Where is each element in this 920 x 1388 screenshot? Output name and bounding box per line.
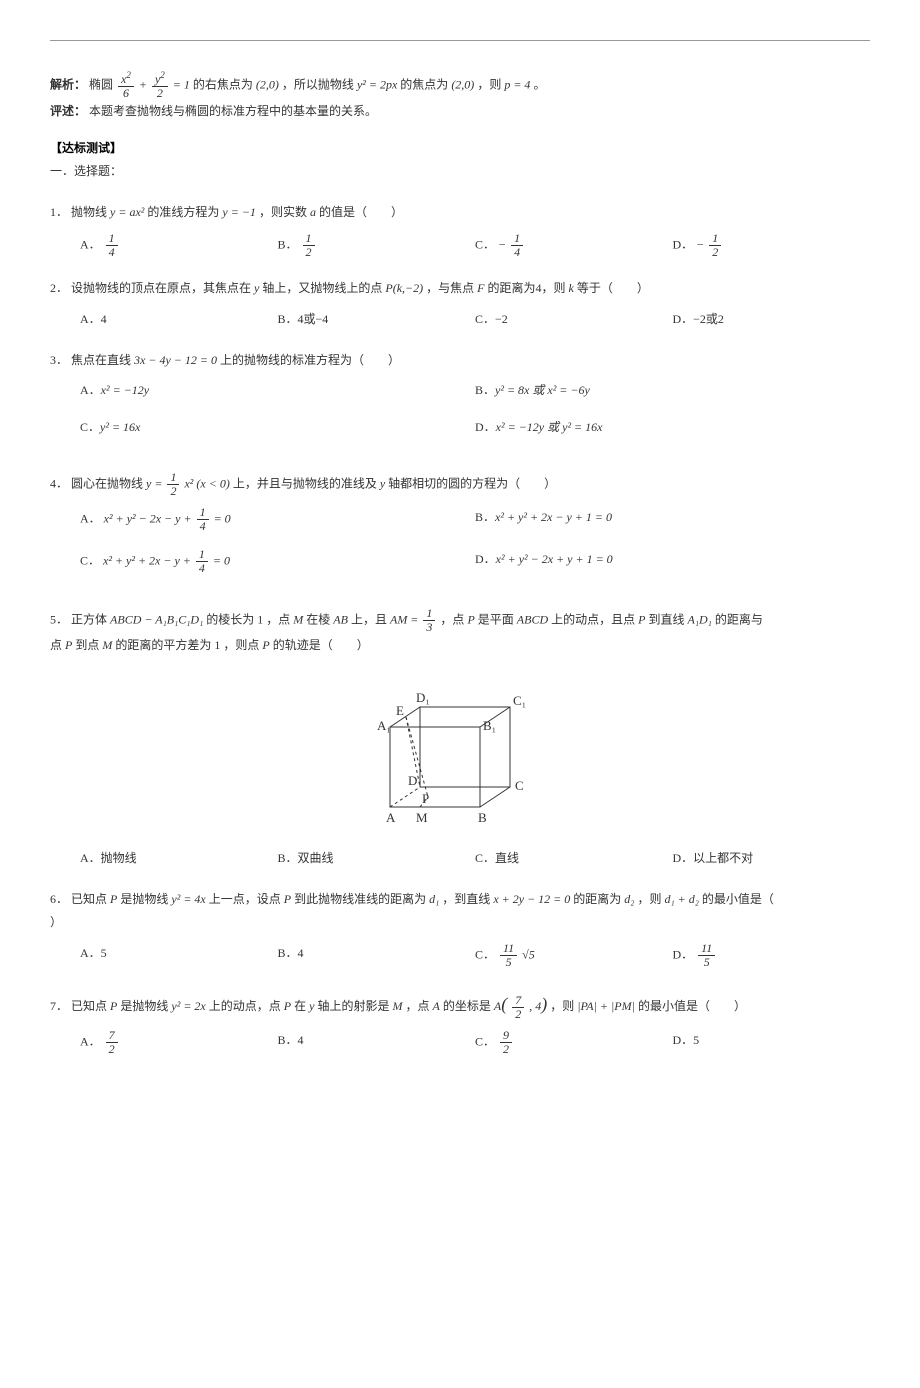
q4-num: 4． bbox=[50, 476, 68, 490]
cube-label-A1: A₁ bbox=[377, 718, 391, 733]
q7-optC: C． 92 bbox=[475, 1029, 673, 1056]
q1-num: 1． bbox=[50, 205, 68, 219]
question-6: 6． 已知点 P 是抛物线 y² = 4x 上一点，设点 P 到此抛物线准线的距… bbox=[50, 888, 870, 969]
plus-icon: + bbox=[139, 77, 147, 91]
q7-optA: A． 72 bbox=[80, 1029, 278, 1056]
question-7: 7． 已知点 P 是抛物线 y² = 2x 上的动点，点 P 在 y 轴上的射影… bbox=[50, 987, 870, 1057]
q4-optD: D．x² + y² − 2x + y + 1 = 0 bbox=[475, 548, 870, 575]
cube-label-A: A bbox=[386, 810, 396, 825]
q6-optA: A．5 bbox=[80, 942, 278, 969]
q1-var: a bbox=[310, 205, 316, 219]
q6-optD: D． 115 bbox=[673, 942, 871, 969]
comment-label: 评述： bbox=[50, 104, 86, 118]
cube-label-P: P bbox=[422, 791, 429, 806]
q2-optA: A．4 bbox=[80, 308, 278, 331]
question-5: 5． 正方体 ABCD − A₁B₁C₁D₁ 的棱长为 1 ，点 M 在棱 AB… bbox=[50, 607, 870, 870]
q5-num: 5． bbox=[50, 612, 68, 626]
page-top-rule bbox=[50, 40, 870, 41]
q6-optC: C． 115 √5 bbox=[475, 942, 673, 969]
solution-frac2: y2 2 bbox=[152, 71, 168, 100]
solution-text5: ，则 bbox=[477, 77, 504, 91]
question-2: 2． 设抛物线的顶点在原点，其焦点在 y 轴上，又抛物线上的点 P(k,−2) … bbox=[50, 277, 870, 331]
solution-text2: 的右焦点为 bbox=[193, 77, 253, 91]
test-title: 【达标测试】 bbox=[50, 137, 870, 160]
q6-num: 6． bbox=[50, 892, 68, 906]
solution-label: 解析： bbox=[50, 77, 86, 91]
q5-optA: A．抛物线 bbox=[80, 847, 278, 870]
solution-text1: 椭圆 bbox=[89, 77, 116, 91]
solution-frac1: x2 6 bbox=[118, 71, 134, 100]
q7-optD: D．5 bbox=[673, 1029, 871, 1056]
question-1: 1． 抛物线 y = ax² 的准线方程为 y = −1 ，则实数 a 的值是（… bbox=[50, 201, 870, 259]
cube-label-D: D bbox=[408, 773, 417, 788]
q1-optC: C． − 14 bbox=[475, 232, 673, 259]
cube-label-E: E bbox=[396, 703, 404, 718]
comment-text: 本题考查抛物线与椭圆的标准方程中的基本量的关系。 bbox=[89, 104, 377, 118]
q5-optB: B．双曲线 bbox=[278, 847, 476, 870]
cube-label-C1: C₁ bbox=[513, 693, 526, 708]
cube-label-M: M bbox=[416, 810, 428, 825]
q4-optA: A． x² + y² − 2x − y + 14 = 0 bbox=[80, 506, 475, 533]
q1-optB: B． 12 bbox=[278, 232, 476, 259]
eq-one: = 1 bbox=[173, 77, 190, 91]
q3-optC: C．y² = 16x bbox=[80, 416, 475, 439]
q4-optB: B．x² + y² + 2x − y + 1 = 0 bbox=[475, 506, 870, 533]
solution-pt1: (2,0) bbox=[256, 77, 279, 91]
q5-optC: C．直线 bbox=[475, 847, 673, 870]
q3-num: 3． bbox=[50, 353, 68, 367]
q3-optA: A．x² = −12y bbox=[80, 379, 475, 402]
solution-block: 解析： 椭圆 x2 6 + y2 2 = 1 的右焦点为 (2,0) ，所以抛物… bbox=[50, 71, 870, 100]
q1-eq: y = ax² bbox=[110, 205, 144, 219]
cube-diagram: A B C D A₁ B₁ C₁ D₁ E M P bbox=[360, 667, 560, 837]
q2-optC: C．−2 bbox=[475, 308, 673, 331]
solution-text3: ，所以抛物线 bbox=[282, 77, 357, 91]
q1-optA: A． 14 bbox=[80, 232, 278, 259]
cube-label-D1: D₁ bbox=[416, 690, 430, 705]
q2-optD: D．−2或2 bbox=[673, 308, 871, 331]
q4-optC: C． x² + y² + 2x − y + 14 = 0 bbox=[80, 548, 475, 575]
comment-block: 评述： 本题考查抛物线与椭圆的标准方程中的基本量的关系。 bbox=[50, 100, 870, 123]
q3-optD: D．x² = −12y 或 y² = 16x bbox=[475, 416, 870, 439]
q1-optD: D． − 12 bbox=[673, 232, 871, 259]
q1-text4: 的值是（ ） bbox=[319, 205, 403, 219]
solution-eq3: p = 4 bbox=[504, 77, 530, 91]
solution-text4: 的焦点为 bbox=[400, 77, 448, 91]
solution-eq2: y² = 2px bbox=[357, 77, 397, 91]
solution-pt2: (2,0) bbox=[451, 77, 474, 91]
q6-optB: B．4 bbox=[278, 942, 476, 969]
q2-optB: B．4或−4 bbox=[278, 308, 476, 331]
q5-optD: D．以上都不对 bbox=[673, 847, 871, 870]
q1-text1: 抛物线 bbox=[71, 205, 110, 219]
q1-text2: 的准线方程为 bbox=[147, 205, 222, 219]
q3-optB: B．y² = 8x 或 x² = −6y bbox=[475, 379, 870, 402]
q7-num: 7． bbox=[50, 999, 68, 1013]
cube-label-B: B bbox=[478, 810, 487, 825]
cube-label-B1: B₁ bbox=[483, 718, 496, 733]
q1-text3: ，则实数 bbox=[259, 205, 310, 219]
part1-title: 一．选择题： bbox=[50, 160, 870, 183]
q1-eq2: y = −1 bbox=[222, 205, 256, 219]
cube-label-C: C bbox=[515, 778, 524, 793]
q7-optB: B．4 bbox=[278, 1029, 476, 1056]
question-3: 3． 焦点在直线 3x − 4y − 12 = 0 上的抛物线的标准方程为（ ）… bbox=[50, 349, 870, 453]
solution-text6: 。 bbox=[533, 77, 545, 91]
question-4: 4． 圆心在抛物线 y = 12 x² (x < 0) 上，并且与抛物线的准线及… bbox=[50, 471, 870, 589]
q2-num: 2． bbox=[50, 281, 68, 295]
